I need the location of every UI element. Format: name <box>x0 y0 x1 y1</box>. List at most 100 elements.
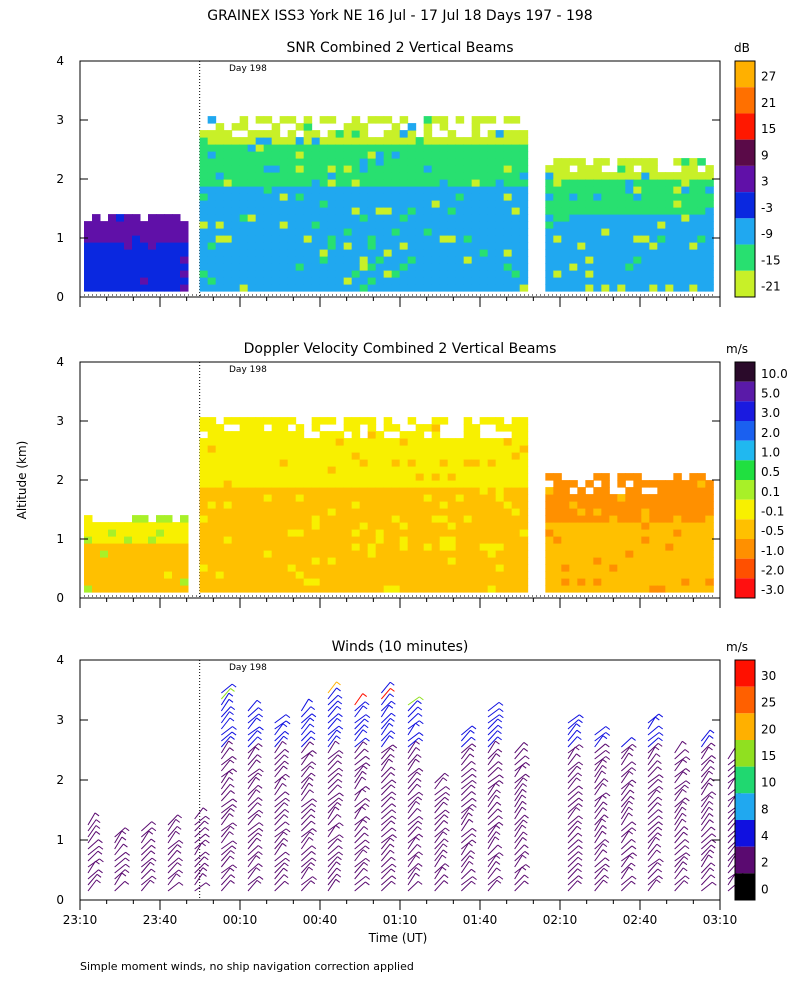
heatmap-cell <box>455 466 465 474</box>
heatmap-cell <box>519 480 529 488</box>
heatmap-cell <box>617 207 626 215</box>
wind-barb-flag <box>708 770 714 775</box>
heatmap-cell <box>207 144 217 152</box>
heatmap-cell <box>519 221 529 229</box>
heatmap-cell <box>641 179 650 187</box>
heatmap-cell <box>223 494 233 502</box>
heatmap-cell <box>633 172 642 180</box>
heatmap-cell <box>439 144 449 152</box>
heatmap-cell <box>164 550 173 558</box>
heatmap-cell <box>633 193 642 201</box>
heatmap-cell <box>335 242 345 250</box>
wind-barb <box>87 874 98 886</box>
heatmap-cell <box>247 508 257 516</box>
wind-barb-flag <box>628 800 634 805</box>
heatmap-cell <box>359 249 369 257</box>
heatmap-cell <box>335 207 345 215</box>
x-tick-label: 00:10 <box>223 913 258 927</box>
heatmap-cell <box>223 466 233 474</box>
heatmap-cell <box>327 158 337 166</box>
heatmap-cell <box>343 557 353 565</box>
wind-barb <box>327 873 338 886</box>
heatmap-cell <box>367 137 377 145</box>
heatmap-cell <box>271 193 281 201</box>
heatmap-cell <box>124 249 133 257</box>
heatmap-cell <box>561 228 570 236</box>
wind-barb <box>247 730 258 742</box>
heatmap-cell <box>649 256 658 264</box>
heatmap-cell <box>487 578 497 586</box>
heatmap-cell <box>124 529 133 537</box>
heatmap-cell <box>215 277 225 285</box>
heatmap-cell <box>148 277 157 285</box>
heatmap-cell <box>479 564 489 572</box>
heatmap-cell <box>375 137 385 145</box>
heatmap-cell <box>479 578 489 586</box>
wind-barb-flag <box>231 683 237 688</box>
wind-barb <box>487 861 497 874</box>
wind-barb-flag <box>309 741 315 746</box>
heatmap-cell <box>431 242 441 250</box>
heatmap-cell <box>140 536 149 544</box>
heatmap-cell <box>673 536 682 544</box>
wind-barb <box>487 730 498 742</box>
heatmap-cell <box>641 221 650 229</box>
heatmap-cell <box>439 571 449 579</box>
heatmap-cell <box>375 158 385 166</box>
heatmap-cell <box>617 158 626 166</box>
heatmap-cell <box>247 550 257 558</box>
heatmap-cell <box>511 235 521 243</box>
heatmap-cell <box>92 214 101 222</box>
heatmap-cell <box>431 529 441 537</box>
wind-barb-flag <box>445 809 450 814</box>
heatmap-cell <box>665 249 674 257</box>
heatmap-cell <box>108 235 117 243</box>
heatmap-cell <box>319 165 329 173</box>
heatmap-cell <box>479 508 489 516</box>
heatmap-cell <box>295 242 305 250</box>
wind-barb <box>620 855 630 868</box>
heatmap-cell <box>92 522 101 530</box>
heatmap-cell <box>303 445 313 453</box>
heatmap-cell <box>319 529 329 537</box>
heatmap-cell <box>625 235 634 243</box>
wind-barb <box>567 875 579 886</box>
heatmap-cell <box>633 508 642 516</box>
heatmap-cell <box>335 130 345 138</box>
heatmap-cell <box>415 214 425 222</box>
heatmap-cell <box>231 494 241 502</box>
wind-barb <box>194 807 204 820</box>
heatmap-cell <box>407 480 417 488</box>
wind-barb-flag <box>442 777 448 782</box>
heatmap-cell <box>263 151 273 159</box>
wind-barb <box>221 798 234 808</box>
wind-barb-flag <box>334 806 340 811</box>
heatmap-cell <box>495 221 505 229</box>
heatmap-cell <box>593 165 602 173</box>
heatmap-cell <box>303 564 313 572</box>
wind-barb <box>487 774 500 784</box>
wind-barb-flag <box>229 813 234 817</box>
heatmap-cell <box>553 284 562 292</box>
wind-barb-flag <box>497 730 502 735</box>
heatmap-cell <box>271 515 281 523</box>
heatmap-cell <box>545 207 554 215</box>
heatmap-cell <box>239 263 249 271</box>
heatmap-cell <box>407 214 417 222</box>
heatmap-cell <box>375 207 385 215</box>
heatmap-cell <box>487 158 497 166</box>
heatmap-cell <box>439 494 449 502</box>
heatmap-cell <box>207 438 217 446</box>
heatmap-cell <box>553 165 562 173</box>
wind-barb <box>87 850 99 862</box>
heatmap-cell <box>319 144 329 152</box>
heatmap-cell <box>455 200 465 208</box>
wind-barb <box>407 833 420 844</box>
heatmap-cell <box>367 550 377 558</box>
wind-barb-flag <box>709 849 715 854</box>
wind-barb <box>700 759 711 772</box>
heatmap-cell <box>391 557 401 565</box>
heatmap-cell <box>649 564 658 572</box>
wind-barb-flag <box>631 737 636 741</box>
heatmap-cell <box>367 543 377 551</box>
